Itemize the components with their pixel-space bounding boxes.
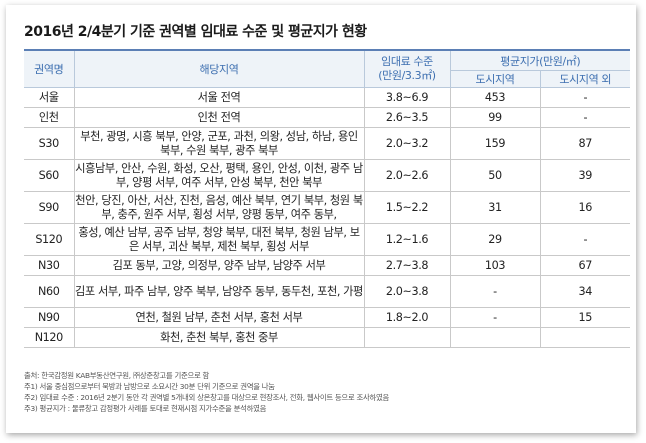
region-cell: N60 <box>24 275 74 308</box>
area-cell: 김포 서부, 파주 남부, 양주 북부, 남양주 동부, 동두천, 포천, 가평 <box>73 275 364 308</box>
footnote: 주3) 평균지가 : 물류창고 감정평가 사례를 토대로 현재시점 지가수준을 … <box>24 404 267 413</box>
nonurban-price-cell: 15 <box>539 307 631 328</box>
urban-price-cell: 159 <box>449 127 540 160</box>
area-cell: 인천 전역 <box>73 107 364 128</box>
urban-price-cell: - <box>449 275 540 308</box>
urban-price-cell: 50 <box>449 159 540 192</box>
table-row: N90 연천, 철원 남부, 춘천 서부, 홍천 서부 1.8~2.0 - 15 <box>24 307 631 328</box>
rent-cell: 3.8~6.9 <box>363 87 450 108</box>
region-cell: N90 <box>24 307 74 328</box>
header-urban: 도시지역 <box>449 70 540 88</box>
footnotes: 출처: 한국감정원 KAB부동산연구원, ㈜상준창고를 기준으로 함 주1) 서… <box>24 370 630 414</box>
table-row: N120 화천, 춘천 북부, 홍천 중부 <box>24 327 631 348</box>
nonurban-price-cell: - <box>539 87 631 108</box>
nonurban-price-cell: 34 <box>539 275 631 308</box>
area-cell: 홍성, 예산 남부, 공주 남부, 청양 북부, 대전 북부, 청원 남부, 보… <box>73 223 364 256</box>
area-cell: 서울 전역 <box>73 87 364 108</box>
header-land-price: 평균지가(만원/㎡) <box>449 50 631 71</box>
rent-cell <box>363 327 450 348</box>
footnote: 주1) 서울 중심점으로부터 북방과 남방으로 소요시간 30분 단위 기준으로… <box>24 382 275 391</box>
table-row: S30 부천, 광명, 시흥 북부, 안양, 군포, 과천, 의왕, 성남, 하… <box>24 127 631 160</box>
rent-cell: 1.8~2.0 <box>363 307 450 328</box>
urban-price-cell: 453 <box>449 87 540 108</box>
area-cell: 천안, 당진, 아산, 서산, 진천, 음성, 예산 북부, 연기 북부, 청원… <box>73 191 364 224</box>
urban-price-cell: 31 <box>449 191 540 224</box>
table-row: N30 김포 동부, 고양, 의정부, 양주 남부, 남양주 서부 2.7~3.… <box>24 255 631 276</box>
rent-cell: 2.7~3.8 <box>363 255 450 276</box>
nonurban-price-cell: 87 <box>539 127 631 160</box>
urban-price-cell <box>449 327 540 348</box>
table-row: N60 김포 서부, 파주 남부, 양주 북부, 남양주 동부, 동두천, 포천… <box>24 275 631 308</box>
rent-cell: 1.2~1.6 <box>363 223 450 256</box>
region-cell: S120 <box>24 223 74 256</box>
area-cell: 화천, 춘천 북부, 홍천 중부 <box>73 327 364 348</box>
footnote: 주2) 임대료 수준 : 2016년 2분기 동안 각 권역별 5개내외 상온창… <box>24 393 389 402</box>
header-area: 해당지역 <box>73 50 364 88</box>
rent-cell: 2.6~3.5 <box>363 107 450 128</box>
urban-price-cell: - <box>449 307 540 328</box>
urban-price-cell: 99 <box>449 107 540 128</box>
nonurban-price-cell: 39 <box>539 159 631 192</box>
nonurban-price-cell: 67 <box>539 255 631 276</box>
header-region: 권역명 <box>24 50 74 88</box>
region-cell: N30 <box>24 255 74 276</box>
table-row: 서울 서울 전역 3.8~6.9 453 - <box>24 87 631 108</box>
nonurban-price-cell: 16 <box>539 191 631 224</box>
table-row: S90 천안, 당진, 아산, 서산, 진천, 음성, 예산 북부, 연기 북부… <box>24 191 631 224</box>
rent-cell: 2.0~3.2 <box>363 127 450 160</box>
region-cell: S30 <box>24 127 74 160</box>
rent-cell: 2.0~2.6 <box>363 159 450 192</box>
area-cell: 김포 동부, 고양, 의정부, 양주 남부, 남양주 서부 <box>73 255 364 276</box>
rent-cell: 2.0~3.8 <box>363 275 450 308</box>
area-cell: 시흥남부, 안산, 수원, 화성, 오산, 평택, 용인, 안성, 이천, 광주… <box>73 159 364 192</box>
header-rent-line2: (만원/3.3㎡) <box>378 69 436 82</box>
table-row: 인천 인천 전역 2.6~3.5 99 - <box>24 107 631 128</box>
rent-land-price-table: 권역명 해당지역 임대료 수준 (만원/3.3㎡) 평균지가(만원/㎡) 도시지… <box>24 49 631 348</box>
source-note: 출처: 한국감정원 KAB부동산연구원, ㈜상준창고를 기준으로 함 <box>24 371 210 380</box>
header-rent-line1: 임대료 수준 <box>381 55 433 68</box>
urban-price-cell: 103 <box>449 255 540 276</box>
rent-cell: 1.5~2.2 <box>363 191 450 224</box>
area-cell: 연천, 철원 남부, 춘천 서부, 홍천 서부 <box>73 307 364 328</box>
header-rent: 임대료 수준 (만원/3.3㎡) <box>363 50 450 88</box>
region-cell: S90 <box>24 191 74 224</box>
urban-price-cell: 29 <box>449 223 540 256</box>
header-nonurban: 도시지역 외 <box>539 70 631 88</box>
table-row: S120 홍성, 예산 남부, 공주 남부, 청양 북부, 대전 북부, 청원 … <box>24 223 631 256</box>
page-title: 2016년 2/4분기 기준 권역별 임대료 수준 및 평균지가 현황 <box>24 24 367 40</box>
nonurban-price-cell <box>539 327 631 348</box>
table-row: S60 시흥남부, 안산, 수원, 화성, 오산, 평택, 용인, 안성, 이천… <box>24 159 631 192</box>
area-cell: 부천, 광명, 시흥 북부, 안양, 군포, 과천, 의왕, 성남, 하남, 용… <box>73 127 364 160</box>
region-cell: 인천 <box>24 107 74 128</box>
nonurban-price-cell: - <box>539 223 631 256</box>
document-frame: 2016년 2/4분기 기준 권역별 임대료 수준 및 평균지가 현황 권역명 … <box>6 5 636 433</box>
region-cell: 서울 <box>24 87 74 108</box>
nonurban-price-cell: - <box>539 107 631 128</box>
region-cell: S60 <box>24 159 74 192</box>
region-cell: N120 <box>24 327 74 348</box>
